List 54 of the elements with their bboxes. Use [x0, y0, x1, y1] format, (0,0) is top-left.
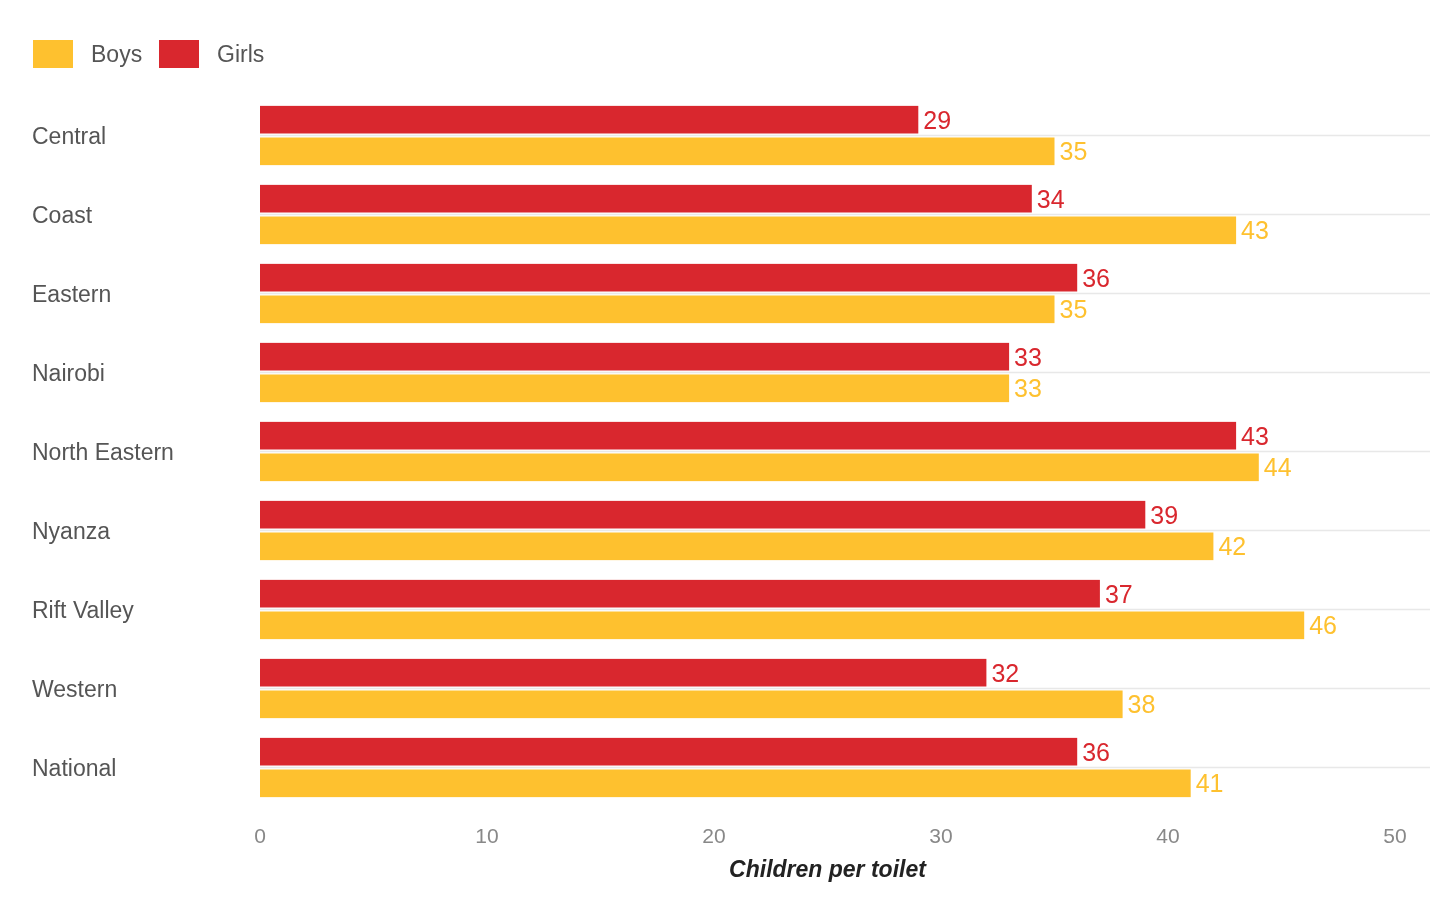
data-label: 41	[1195, 769, 1224, 798]
data-label: 39	[1150, 500, 1179, 529]
data-label: 46	[1309, 611, 1338, 640]
x-tick-label: 40	[1156, 823, 1180, 847]
x-axis-title: Children per toilet	[729, 856, 928, 882]
bar	[260, 421, 1237, 450]
y-tick-label: Nyanza	[32, 517, 111, 544]
bar	[260, 500, 1146, 529]
bar	[260, 216, 1237, 245]
x-tick-label: 0	[254, 823, 266, 847]
y-tick-label: North Eastern	[32, 438, 174, 465]
data-label: 43	[1241, 216, 1269, 245]
bar	[260, 532, 1214, 561]
data-label: 29	[923, 105, 952, 134]
bar	[260, 611, 1305, 640]
data-label: 42	[1218, 532, 1247, 561]
y-tick-label: National	[32, 754, 117, 781]
bar	[260, 690, 1123, 719]
bar	[260, 453, 1259, 482]
data-label: 44	[1263, 453, 1292, 482]
y-tick-label: Coast	[32, 201, 93, 228]
x-tick-label: 20	[702, 823, 726, 847]
bar	[260, 137, 1055, 166]
bar	[260, 769, 1191, 798]
y-tick-label: Rift Valley	[32, 596, 135, 623]
bar	[260, 295, 1055, 324]
bar	[260, 184, 1032, 213]
y-tick-label: Central	[32, 122, 107, 149]
y-tick-label: Eastern	[32, 280, 112, 307]
y-tick-label: Nairobi	[32, 359, 105, 386]
x-tick-label: 50	[1383, 823, 1407, 847]
data-label: 33	[1014, 342, 1042, 371]
data-label: 43	[1241, 421, 1269, 450]
x-tick-label: 30	[929, 823, 953, 847]
data-label: 35	[1059, 137, 1088, 166]
legend-label: Girls	[217, 41, 265, 67]
data-label: 34	[1036, 184, 1065, 213]
bar	[260, 342, 1010, 371]
data-label: 33	[1014, 374, 1042, 403]
data-label: 36	[1082, 737, 1111, 766]
legend-label: Boys	[91, 41, 143, 67]
bar	[260, 658, 987, 687]
bar	[260, 105, 919, 134]
bar	[260, 579, 1100, 608]
y-tick-label: Western	[32, 675, 118, 702]
bar	[260, 263, 1078, 292]
bar	[260, 374, 1010, 403]
data-label: 37	[1104, 579, 1133, 608]
bar	[260, 737, 1078, 766]
x-tick-label: 10	[475, 823, 499, 847]
data-label: 35	[1059, 295, 1088, 324]
data-label: 38	[1127, 690, 1156, 719]
data-label: 36	[1082, 263, 1111, 292]
data-label: 32	[991, 658, 1020, 687]
